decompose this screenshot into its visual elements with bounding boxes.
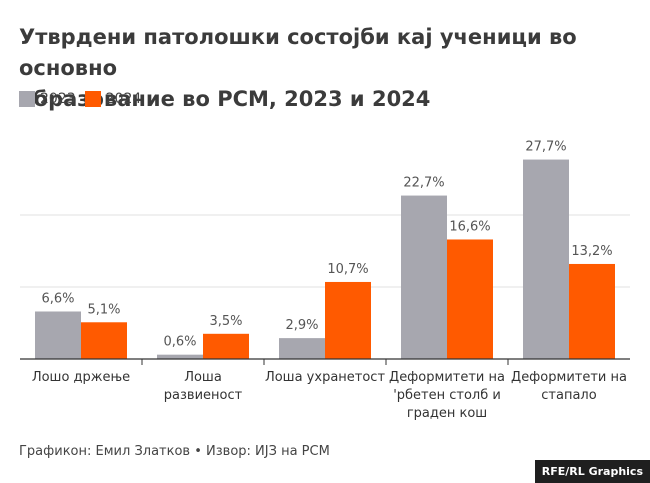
legend-item-2023: 2023: [19, 91, 76, 107]
category-label-4: Деформитети на: [389, 370, 505, 385]
bar-2023-5: [523, 159, 569, 359]
bar-2024-2: [203, 333, 249, 359]
legend-label-2023: 2023: [40, 91, 76, 107]
data-label-2023-5: 27,7%: [525, 140, 566, 155]
category-label-5: Деформитети на: [511, 370, 627, 385]
data-label-2023-3: 2,9%: [285, 318, 318, 333]
data-label-2024-4: 16,6%: [449, 219, 490, 234]
data-label-2024-2: 3,5%: [209, 314, 242, 329]
bar-2023-2: [157, 354, 203, 359]
legend-swatch-2024: [84, 91, 101, 107]
bar-2024-4: [447, 239, 493, 359]
category-label-4: граден кош: [407, 406, 487, 421]
source-footer: Графикон: Емил Златков • Извор: ИЈЗ на Р…: [19, 444, 330, 459]
legend: 2023 2024: [19, 91, 150, 107]
bar-2024-3: [325, 281, 371, 359]
data-label-2024-3: 10,7%: [327, 262, 368, 277]
category-label-4: 'рбетен столб и: [393, 388, 501, 403]
bar-2023-4: [401, 195, 447, 359]
bar-2023-3: [279, 338, 325, 359]
data-label-2023-4: 22,7%: [403, 176, 444, 191]
category-label-2: Лоша: [184, 370, 222, 385]
legend-swatch-2023: [19, 91, 35, 107]
data-label-2023-2: 0,6%: [163, 335, 196, 350]
legend-item-2024: 2024: [84, 91, 142, 107]
bar-2024-5: [569, 263, 615, 359]
data-label-2024-5: 13,2%: [571, 244, 612, 259]
category-label-3: Лоша ухранетост: [265, 370, 385, 385]
category-label-1: Лошо држење: [32, 370, 130, 385]
data-label-2024-1: 5,1%: [87, 302, 120, 317]
bar-chart: 6,6% 5,1% Лошо држење 0,6% 3,5% Лоша развиенос…: [20, 140, 630, 421]
bar-2024-1: [81, 322, 127, 359]
chart-title-line-1: Утврдени патолошки состојби кај ученици …: [19, 25, 577, 80]
credit-badge: RFE/RL Graphics: [534, 460, 650, 483]
bar-2023-1: [35, 311, 81, 359]
category-label-2: развиеност: [164, 388, 243, 403]
category-label-5: стапало: [541, 388, 596, 403]
data-label-2023-1: 6,6%: [41, 291, 74, 306]
legend-label-2024: 2024: [105, 91, 142, 107]
